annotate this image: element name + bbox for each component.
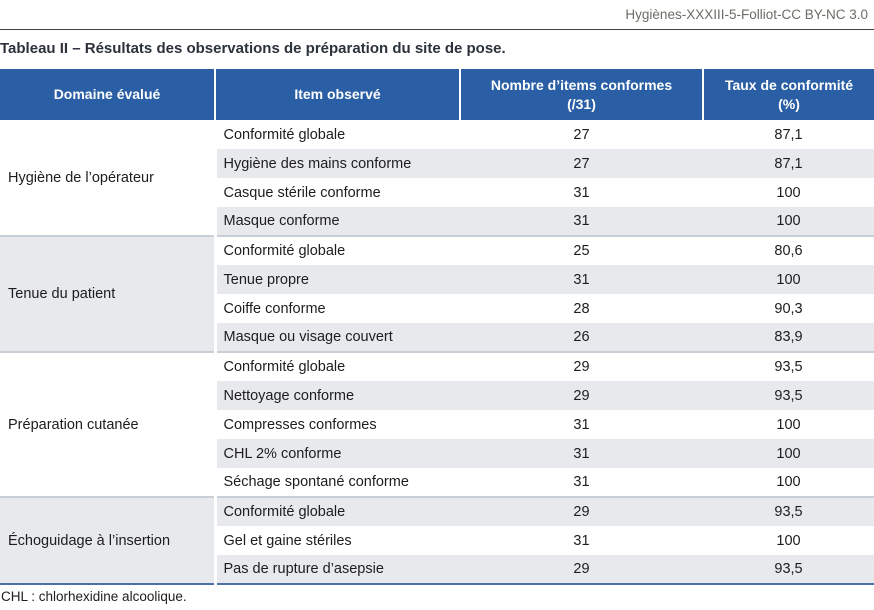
footnote: CHL : chlorhexidine alcoolique. [1,589,187,604]
table-row: Échoguidage à l’insertion Conformité glo… [0,496,874,584]
item-cell: Conformité globale [223,126,346,143]
conform-rate-cell: 90,3 [774,300,803,317]
table-row: Tenue propre 31 100 [0,265,874,294]
conform-count-cell: 27 [460,149,703,178]
item-cell: Tenue propre [215,265,460,294]
conform-count-cell: 28 [573,300,590,317]
item-cell: Masque conforme [215,207,460,236]
conform-rate-cell: 87,1 [703,149,874,178]
item-cell: Gel et gaine stériles [223,532,352,549]
conform-count-cell: 31 [460,265,703,294]
item-cell: Coiffe conforme [223,300,326,317]
domain-cell: Préparation cutanée [0,351,217,497]
table-title: Tableau II – Résultats des observations … [0,40,506,57]
conform-count-cell: 29 [460,381,703,410]
item-cell: Nettoyage conforme [215,381,460,410]
conform-rate-cell: 87,1 [774,126,803,143]
table-row: CHL 2% conforme 31 100 [0,439,874,468]
table-row: Hygiène de l’opérateur Conformité global… [0,120,874,236]
conform-count-cell: 29 [460,555,703,584]
conform-rate-cell: 100 [703,207,874,236]
conform-count-cell: 29 [460,496,703,526]
column-header-taux-conformite: Taux de conformité (%) [703,69,874,120]
conform-count-cell: 29 [460,351,703,381]
conform-rate-cell: 100 [776,474,801,490]
conform-rate-cell: 93,5 [703,351,874,381]
item-cell: Hygiène des mains conforme [215,149,460,178]
conform-count-cell: 31 [573,416,590,433]
item-cell: Séchage spontané conforme [223,474,409,490]
item-cell: Compresses conformes [223,416,377,433]
item-cell: CHL 2% conforme [215,439,460,468]
table-row: Compresses conformes 31 100 [0,410,874,439]
table-row: Gel et gaine stériles 31 100 [0,526,874,555]
conform-rate-cell: 100 [776,184,801,201]
conform-rate-cell: 83,9 [703,323,874,352]
results-table: Domaine évalué Item observé Nombre d’ite… [0,69,874,585]
conform-rate-cell: 100 [776,416,801,433]
conform-count-cell: 31 [573,184,590,201]
column-header-domaine: Domaine évalué [0,69,216,120]
conform-rate-cell: 100 [703,265,874,294]
table-row: Hygiène des mains conforme 27 87,1 [0,149,874,178]
table-row: Séchage spontané conforme 31 100 [0,468,874,497]
conform-count-cell: 31 [460,439,703,468]
domain-cell: Tenue du patient [0,235,217,352]
conform-rate-cell: 100 [776,532,801,549]
table-header-row: Domaine évalué Item observé Nombre d’ite… [0,69,874,120]
table-row: Tenue du patient Conformité globale 25 8… [0,235,874,352]
conform-count-cell: 26 [460,323,703,352]
conform-count-cell: 25 [460,235,703,265]
conform-count-cell: 27 [573,126,590,143]
conform-rate-cell: 93,5 [703,555,874,584]
table-row: Masque ou visage couvert 26 83,9 [0,323,874,352]
table-row: Coiffe conforme 28 90,3 [0,294,874,323]
item-cell: Conformité globale [215,235,460,265]
conform-count-cell: 31 [573,532,590,549]
conform-count-cell: 31 [460,207,703,236]
item-cell: Masque ou visage couvert [215,323,460,352]
conform-rate-cell: 80,6 [703,235,874,265]
domain-cell: Échoguidage à l’insertion [0,496,217,584]
column-header-nombre-conformes: Nombre d’items conformes (/31) [460,69,704,120]
conform-rate-cell: 93,5 [703,381,874,410]
column-header-item: Item observé [215,69,461,120]
journal-credit: Hygiènes-XXXIII-5-Folliot-CC BY-NC 3.0 [0,0,874,30]
table-row: Nettoyage conforme 29 93,5 [0,381,874,410]
item-cell: Conformité globale [215,496,460,526]
conform-rate-cell: 93,5 [703,496,874,526]
item-cell: Casque stérile conforme [223,184,381,201]
table-row: Casque stérile conforme 31 100 [0,178,874,207]
table-row: Masque conforme 31 100 [0,207,874,236]
item-cell: Pas de rupture d’asepsie [215,555,460,584]
conform-count-cell: 31 [573,474,590,490]
domain-cell: Hygiène de l’opérateur [0,120,217,236]
item-cell: Conformité globale [215,351,460,381]
table-row: Pas de rupture d’asepsie 29 93,5 [0,555,874,584]
table-row: Préparation cutanée Conformité globale 2… [0,351,874,497]
conform-rate-cell: 100 [703,439,874,468]
